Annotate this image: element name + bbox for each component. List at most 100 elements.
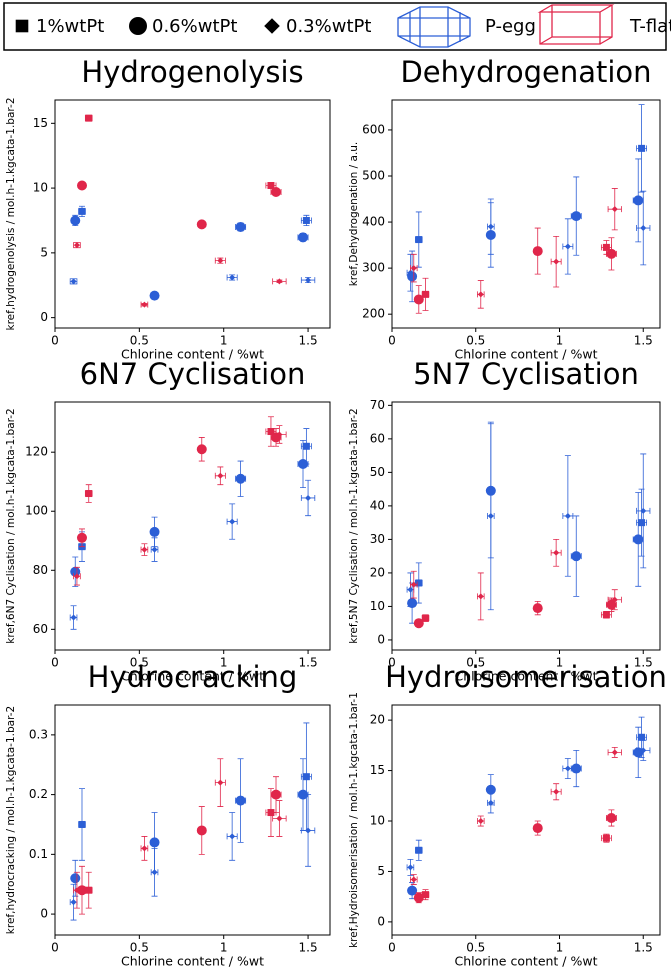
x-tick-label: 1.5 bbox=[634, 941, 653, 955]
data-point bbox=[638, 733, 646, 741]
y-tick-label: 20 bbox=[370, 713, 385, 727]
legend-marker bbox=[15, 19, 29, 33]
data-point bbox=[633, 195, 644, 206]
data-point bbox=[532, 246, 543, 257]
data-point bbox=[302, 773, 310, 781]
data-point bbox=[70, 278, 77, 285]
data-point bbox=[70, 873, 81, 884]
data-point bbox=[235, 795, 246, 806]
data-point bbox=[267, 809, 275, 817]
data-point bbox=[422, 290, 429, 298]
data-point bbox=[151, 292, 158, 299]
data-point bbox=[532, 823, 543, 834]
plot-frame bbox=[54, 704, 331, 936]
data-point bbox=[487, 223, 494, 230]
data-point bbox=[229, 518, 236, 525]
legend-marker bbox=[264, 18, 280, 34]
y-tick-label: 100 bbox=[25, 504, 48, 518]
data-point bbox=[85, 114, 93, 122]
x-tick-label: 1.5 bbox=[634, 656, 653, 670]
y-tick-label: 30 bbox=[370, 532, 385, 546]
data-point bbox=[141, 546, 148, 553]
y-tick-label: 300 bbox=[362, 261, 385, 275]
legend-marker bbox=[129, 17, 147, 35]
legend-label: 0.3%wtPt bbox=[286, 16, 371, 37]
data-point bbox=[73, 573, 80, 580]
data-point bbox=[415, 846, 423, 854]
data-point bbox=[602, 611, 610, 619]
x-axis-label: Chlorine content / %wt bbox=[121, 954, 264, 969]
x-tick-label: 0 bbox=[388, 334, 396, 348]
data-point bbox=[564, 512, 571, 519]
data-point bbox=[638, 144, 646, 152]
data-point bbox=[422, 891, 429, 899]
x-tick-label: 0 bbox=[51, 941, 59, 955]
y-tick-label: 0.1 bbox=[29, 847, 48, 861]
data-point bbox=[410, 876, 417, 883]
x-tick-label: 1 bbox=[556, 941, 564, 955]
legend-label: P-egg bbox=[485, 16, 536, 37]
p-egg-icon bbox=[397, 6, 471, 48]
y-tick-label: 10 bbox=[370, 599, 385, 613]
data-point bbox=[271, 789, 282, 800]
data-point bbox=[217, 257, 224, 264]
data-point bbox=[553, 549, 560, 556]
data-point bbox=[271, 186, 282, 197]
y-tick-label: 50 bbox=[370, 465, 385, 479]
data-point bbox=[602, 834, 610, 842]
y-tick-label: 0.2 bbox=[29, 787, 48, 801]
chart-title: 5N7 Cyclisation bbox=[413, 357, 639, 391]
y-axis-label: kref,5N7 Cyclisation / mol.h-1.kgcata-1.… bbox=[348, 408, 360, 644]
data-point bbox=[611, 206, 618, 213]
x-tick-label: 0 bbox=[51, 334, 59, 348]
data-point bbox=[571, 763, 582, 774]
data-point bbox=[485, 784, 496, 795]
data-point bbox=[217, 779, 224, 786]
data-point bbox=[640, 747, 647, 754]
data-point bbox=[305, 827, 312, 834]
x-tick-label: 1.5 bbox=[299, 941, 318, 955]
data-point bbox=[229, 274, 236, 281]
y-axis-label: kref,Hydroisomerisation / mol.h-1.kgcata… bbox=[348, 692, 360, 948]
x-axis-label: Chlorine content / %wt bbox=[455, 669, 598, 684]
data-point bbox=[229, 833, 236, 840]
y-tick-label: 5 bbox=[377, 864, 385, 878]
data-point bbox=[76, 532, 87, 543]
data-point bbox=[477, 818, 484, 825]
data-point bbox=[407, 586, 414, 593]
y-axis-label: kref,Dehydrogenation / a.u. bbox=[348, 142, 360, 287]
data-point bbox=[298, 789, 309, 800]
chart-title: Hydroisomerisation bbox=[385, 660, 667, 694]
data-point bbox=[606, 599, 617, 610]
y-tick-label: 70 bbox=[370, 398, 385, 412]
data-point bbox=[276, 815, 283, 822]
data-point bbox=[76, 885, 87, 896]
data-point bbox=[602, 243, 610, 251]
x-tick-label: 0.5 bbox=[130, 656, 149, 670]
data-point bbox=[76, 180, 87, 191]
plot-frame bbox=[54, 401, 331, 651]
y-tick-label: 120 bbox=[25, 445, 48, 459]
data-point bbox=[267, 182, 275, 189]
data-point bbox=[487, 799, 494, 806]
x-tick-label: 0 bbox=[388, 941, 396, 955]
plot-frame bbox=[391, 99, 661, 329]
legend-label: 0.6%wtPt bbox=[152, 16, 237, 37]
data-point bbox=[196, 444, 207, 455]
data-point bbox=[298, 232, 309, 243]
y-tick-label: 0 bbox=[40, 310, 48, 324]
x-tick-label: 1 bbox=[556, 334, 564, 348]
data-point bbox=[415, 579, 423, 587]
data-point bbox=[638, 519, 646, 527]
data-point bbox=[141, 301, 148, 308]
x-axis-label: Chlorine content / %wt bbox=[455, 347, 598, 362]
data-point bbox=[217, 472, 224, 479]
x-tick-label: 1.5 bbox=[299, 656, 318, 670]
chart-title: 6N7 Cyclisation bbox=[80, 357, 306, 391]
data-point bbox=[276, 278, 283, 285]
t-flat-icon bbox=[537, 4, 615, 45]
y-tick-label: 0.3 bbox=[29, 727, 48, 741]
data-point bbox=[302, 216, 310, 224]
legend-box bbox=[3, 2, 667, 51]
